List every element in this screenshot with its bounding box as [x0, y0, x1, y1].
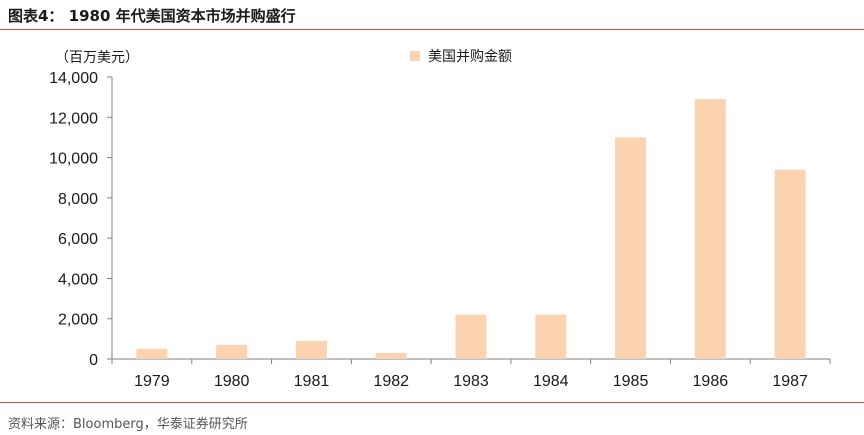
legend-swatch — [410, 51, 420, 61]
bar-1982 — [375, 352, 407, 359]
x-tick-label: 1980 — [214, 373, 250, 390]
x-tick-label: 1983 — [453, 373, 489, 390]
y-tick-label: 10,000 — [49, 151, 98, 168]
y-axis-unit-label: （百万美元） — [55, 50, 139, 66]
y-tick-label: 12,000 — [49, 110, 98, 127]
bar-1983 — [455, 314, 487, 359]
bars — [136, 99, 806, 360]
axes: 0 2,000 4,000 6,000 8,000 10,000 12,000 14,000 （… — [49, 50, 831, 390]
x-tick-label: 1981 — [294, 373, 330, 390]
y-tick-label: 2,000 — [58, 312, 98, 329]
top-rule — [0, 29, 864, 30]
bar-1980 — [216, 344, 248, 359]
legend-label: 美国并购金额 — [428, 49, 512, 65]
y-tick-label: 8,000 — [58, 191, 98, 208]
title-bar: 图表4： 1980 年代美国资本市场并购盛行 — [0, 0, 864, 30]
bar-1979 — [136, 348, 168, 359]
x-tick-label: 1986 — [693, 373, 729, 390]
bottom-rule — [0, 402, 864, 403]
x-tick-label: 1987 — [772, 373, 808, 390]
x-tick-label: 1979 — [134, 373, 170, 390]
x-tick-label: 1985 — [613, 373, 649, 390]
bar-1984 — [535, 314, 567, 359]
y-tick-label: 6,000 — [58, 231, 98, 248]
x-tick-label: 1982 — [373, 373, 409, 390]
bar-1985 — [615, 137, 647, 359]
y-tick-label: 14,000 — [49, 70, 98, 87]
bar-1987 — [774, 169, 806, 359]
source-note: 资料来源：Bloomberg，华泰证券研究所 — [8, 417, 248, 432]
y-tick-label: 0 — [89, 352, 98, 369]
bar-1981 — [295, 340, 327, 359]
figure-title: 图表4： 1980 年代美国资本市场并购盛行 — [8, 7, 296, 25]
y-tick-label: 4,000 — [58, 271, 98, 288]
bar-chart: 0 2,000 4,000 6,000 8,000 10,000 12,000 14,000 （… — [49, 49, 831, 390]
legend: 美国并购金额 — [410, 49, 512, 65]
x-tick-label: 1984 — [533, 373, 569, 390]
bar-1986 — [694, 99, 726, 360]
